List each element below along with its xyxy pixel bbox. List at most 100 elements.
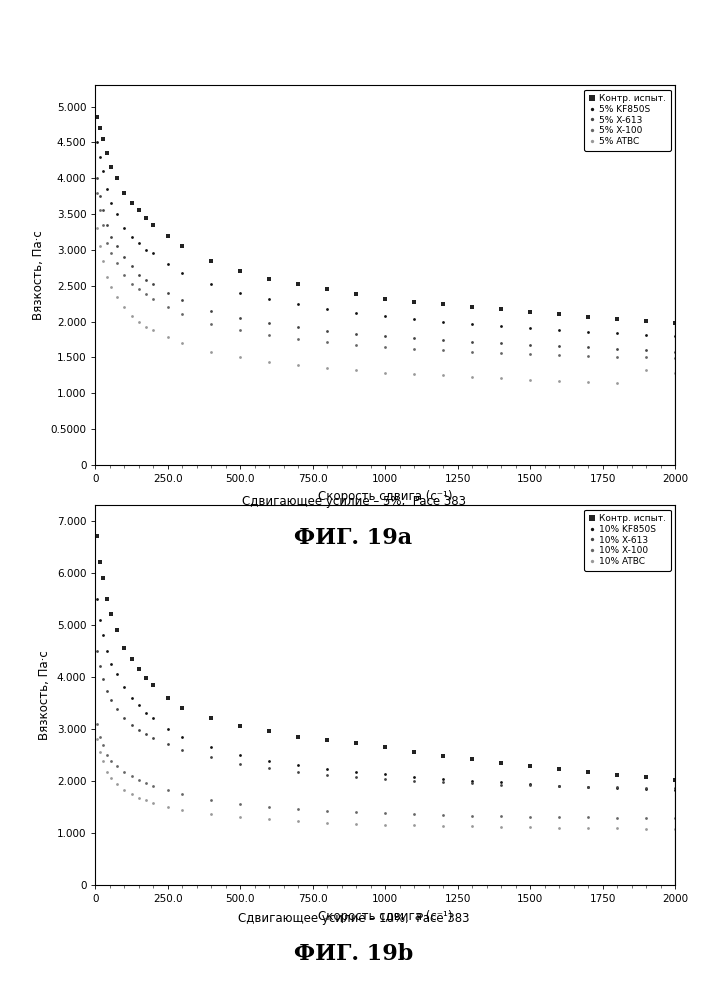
10% X-613 — [323, 769, 332, 781]
10% X-100 — [207, 794, 216, 806]
10% X-100 — [526, 811, 534, 823]
10% KF850S — [497, 776, 506, 788]
Контр. испыт. — [103, 147, 111, 159]
5% ATBC — [163, 331, 173, 343]
10% KF850S — [584, 781, 592, 793]
Контр. испыт. — [142, 672, 151, 684]
10% X-100 — [103, 749, 111, 761]
10% KF850S — [323, 763, 332, 775]
5% X-613 — [613, 343, 621, 355]
10% X-613 — [555, 780, 563, 792]
10% X-100 — [265, 801, 274, 813]
10% KF850S — [107, 658, 116, 670]
10% KF850S — [93, 593, 101, 605]
5% X-100 — [613, 351, 621, 363]
5% X-613 — [265, 317, 274, 329]
5% ATBC — [149, 324, 158, 336]
5% X-613 — [584, 341, 592, 353]
5% KF850S — [555, 324, 563, 336]
5% X-100 — [584, 350, 592, 362]
Контр. испыт. — [127, 197, 136, 209]
Контр. испыт. — [93, 111, 101, 123]
10% KF850S — [149, 712, 158, 724]
Контр. испыт. — [207, 255, 216, 267]
5% KF850S — [120, 222, 129, 234]
5% X-100 — [352, 339, 361, 351]
5% KF850S — [95, 151, 104, 163]
5% KF850S — [149, 247, 158, 259]
Контр. испыт. — [107, 161, 116, 173]
10% KF850S — [526, 778, 534, 790]
10% ATBC — [134, 792, 143, 804]
Контр. испыт. — [497, 303, 506, 315]
5% ATBC — [236, 351, 245, 363]
5% ATBC — [613, 377, 621, 389]
10% ATBC — [95, 746, 104, 758]
5% X-613 — [439, 334, 448, 346]
5% ATBC — [410, 368, 419, 380]
5% X-613 — [207, 305, 216, 317]
10% ATBC — [149, 797, 158, 809]
10% ATBC — [107, 772, 116, 784]
5% ATBC — [207, 346, 216, 358]
5% X-100 — [127, 278, 136, 290]
10% KF850S — [613, 782, 621, 794]
10% X-100 — [439, 809, 448, 821]
10% X-613 — [93, 645, 101, 657]
Line: Контр. испыт.: Контр. испыт. — [95, 534, 677, 782]
5% X-100 — [555, 349, 563, 361]
10% X-100 — [98, 739, 107, 751]
5% X-100 — [294, 333, 303, 345]
Контр. испыт. — [107, 608, 116, 620]
Line: 5% X-613: 5% X-613 — [94, 175, 678, 354]
5% X-100 — [98, 219, 107, 231]
10% ATBC — [410, 819, 419, 831]
Line: 10% ATBC: 10% ATBC — [94, 736, 678, 832]
10% X-100 — [163, 784, 173, 796]
10% X-613 — [497, 779, 506, 791]
5% X-613 — [93, 172, 101, 184]
5% ATBC — [439, 369, 448, 381]
10% X-100 — [149, 780, 158, 792]
Контр. испыт. — [265, 273, 274, 285]
10% KF850S — [265, 755, 274, 767]
10% X-613 — [381, 773, 390, 785]
5% X-100 — [410, 343, 419, 355]
5% KF850S — [113, 208, 122, 220]
5% X-613 — [149, 278, 158, 290]
5% ATBC — [555, 375, 563, 387]
Контр. испыт. — [439, 298, 448, 310]
10% ATBC — [439, 820, 448, 832]
Text: ФИГ. 19b: ФИГ. 19b — [294, 943, 413, 965]
5% X-100 — [103, 237, 111, 249]
10% ATBC — [613, 822, 621, 834]
10% KF850S — [410, 771, 419, 783]
Контр. испыт. — [163, 230, 173, 242]
10% X-100 — [294, 803, 303, 815]
10% X-100 — [555, 811, 563, 823]
Контр. испыт. — [671, 317, 679, 329]
10% X-613 — [95, 660, 104, 672]
10% X-100 — [127, 770, 136, 782]
5% KF850S — [497, 320, 506, 332]
10% X-613 — [134, 724, 143, 736]
5% X-100 — [381, 341, 390, 353]
10% KF850S — [381, 768, 390, 780]
Контр. испыт. — [642, 771, 650, 783]
5% ATBC — [642, 364, 650, 376]
10% X-613 — [613, 781, 621, 793]
Контр. испыт. — [323, 283, 332, 295]
5% X-100 — [323, 336, 332, 348]
5% X-613 — [134, 269, 143, 281]
10% X-100 — [381, 807, 390, 819]
10% X-613 — [120, 712, 129, 724]
10% KF850S — [98, 629, 107, 641]
5% X-100 — [236, 324, 245, 336]
5% ATBC — [103, 271, 111, 283]
Контр. испыт. — [95, 556, 104, 568]
10% ATBC — [352, 818, 361, 830]
5% KF850S — [584, 326, 592, 338]
5% ATBC — [178, 337, 187, 349]
10% X-613 — [352, 771, 361, 783]
Контр. испыт. — [468, 753, 477, 765]
